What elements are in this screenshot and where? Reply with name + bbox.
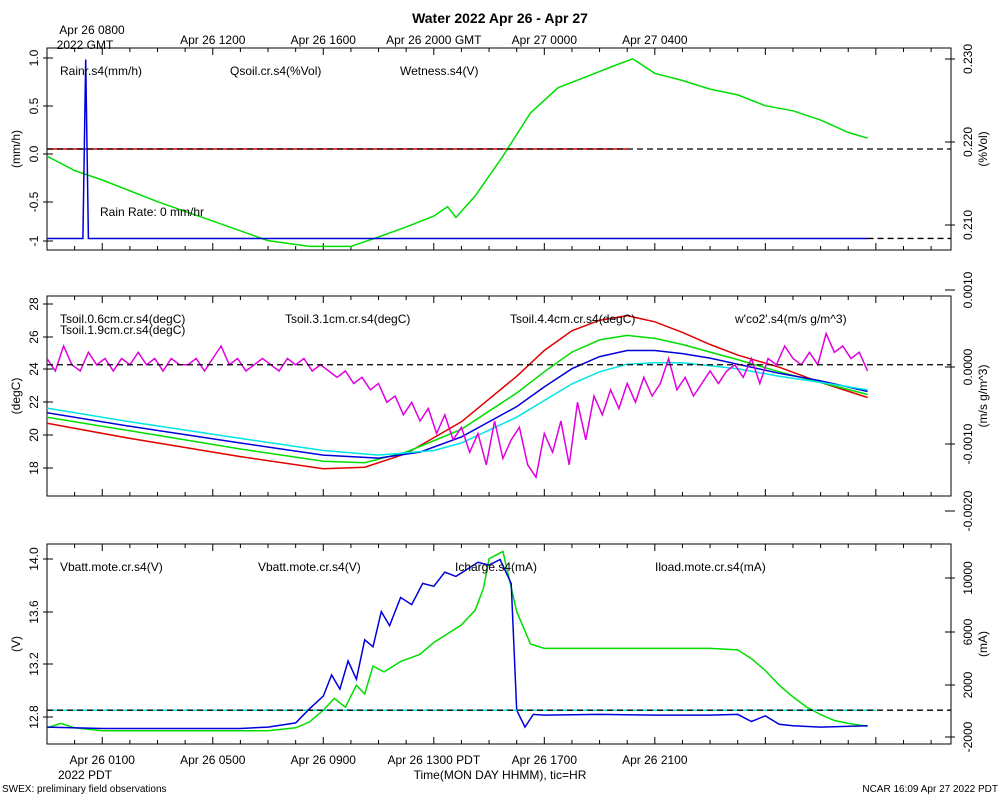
y-tick-label-right: 6000 — [961, 618, 975, 645]
y-axis-label-right: (%Vol) — [976, 131, 990, 166]
chart-title: Water 2022 Apr 26 - Apr 27 — [412, 10, 588, 26]
legend-entry: w'co2'.s4(m/s g/m^3) — [734, 312, 847, 326]
legend-entry: Vbatt.mote.cr.s4(V) — [258, 560, 361, 574]
legend-entry: Rainr.s4(mm/h) — [60, 64, 142, 78]
top-time-sub: 2022 GMT — [57, 38, 114, 52]
y-tick-label: 14.0 — [27, 547, 41, 571]
legend-entry: Icharge.s4(mA) — [455, 560, 537, 574]
y-tick-label: -0.5 — [27, 191, 41, 212]
y-tick-label-right: 0.0000 — [961, 348, 975, 385]
y-tick-label-right: 2000 — [961, 671, 975, 698]
y-axis-label: (mm/h) — [9, 130, 23, 168]
panel-1: 1.0 0.5 0.0 -0.5 -1 0.230 0.220 0.210 (mm/h) (%Vo… — [9, 44, 990, 251]
y-tick-label-right: 10000 — [961, 561, 975, 595]
top-time-label: Apr 26 1600 — [291, 33, 357, 47]
y-tick-label-right: 0.0010 — [961, 271, 975, 308]
plot-frame — [46, 295, 952, 497]
plot-frame — [46, 543, 952, 745]
footer-right: NCAR 16:09 Apr 27 2022 PDT — [862, 784, 998, 795]
bottom-time-label: Apr 26 0100 — [70, 753, 136, 767]
y-tick-label: 0.0 — [27, 145, 41, 162]
panel-3: 14.0 13.6 13.2 12.8 10000 6000 2000 -2000 (V) (mA… — [9, 543, 990, 752]
y-tick-label: 0.5 — [27, 97, 41, 114]
series-line-blue — [47, 59, 868, 240]
y-axis-label-right: (m/s g/m^3) — [976, 365, 990, 428]
y-tick-label: 26 — [27, 330, 41, 344]
legend-entry: Tsoil.0.6cm.cr.s4(degC) — [60, 312, 185, 326]
y-tick-label: 22 — [27, 395, 41, 409]
bottom-time-label: Apr 26 1300 PDT — [387, 753, 480, 767]
rain-rate-annotation: Rain Rate: 0 mm/hr — [100, 205, 204, 219]
top-time-label: Apr 26 0800 — [59, 23, 125, 37]
y-axis-label: (degC) — [9, 378, 23, 415]
y-tick-label: 12.8 — [27, 705, 41, 729]
series-line-blue — [47, 349, 868, 459]
bottom-time-label: Apr 26 0900 — [291, 753, 357, 767]
y-axis-label: (V) — [9, 636, 23, 652]
legend-entry: Tsoil.4.4cm.cr.s4(degC) — [510, 312, 635, 326]
y-tick-label-right: -0.0020 — [961, 490, 975, 531]
legend-entry: Qsoil.cr.s4(%Vol) — [230, 64, 321, 78]
y-tick-label: 20 — [27, 428, 41, 442]
legend-entry: Wetness.s4(V) — [400, 64, 478, 78]
y-tick-label: 24 — [27, 362, 41, 376]
bottom-time-sub: 2022 PDT — [58, 768, 113, 782]
y-tick-label: -1 — [27, 235, 41, 246]
series-group — [47, 550, 876, 732]
series-line-green — [47, 334, 868, 464]
series-line-cyan — [47, 361, 868, 456]
series-group — [47, 314, 869, 480]
bottom-time-label: Apr 26 0500 — [180, 753, 246, 767]
bottom-time-label: Apr 26 1700 — [512, 753, 578, 767]
bottom-time-label: Apr 26 2100 — [622, 753, 688, 767]
y-tick-label-right: 0.220 — [961, 127, 975, 157]
series-line-magenta — [47, 331, 869, 480]
y-tick-label-right: -0.0010 — [961, 423, 975, 464]
series-line-blue — [47, 558, 868, 730]
y-tick-label-right: 0.230 — [961, 44, 975, 74]
top-time-label: Apr 27 0000 — [512, 33, 578, 47]
top-time-label: Apr 27 0400 — [622, 33, 688, 47]
series-line-green — [47, 57, 868, 248]
y-tick-label-right: 0.210 — [961, 210, 975, 240]
series-line-red — [47, 314, 868, 470]
y-tick-label: 13.6 — [27, 600, 41, 624]
y-tick-label: 28 — [27, 297, 41, 311]
panel-2: 28 26 24 22 20 18 0.0010 0.0000 -0.0010 -0.0020 (d… — [9, 271, 990, 531]
y-axis-label-right: (mA) — [976, 631, 990, 657]
footer-left: SWEX: preliminary field observations — [2, 784, 167, 795]
y-tick-label-right: -2000 — [961, 721, 975, 752]
legend-entry: Vbatt.mote.cr.s4(V) — [60, 560, 163, 574]
top-time-label: Apr 26 2000 GMT — [386, 33, 482, 47]
legend-entry: Tsoil.1.9cm.cr.s4(degC) — [60, 323, 185, 337]
y-tick-label: 13.2 — [27, 652, 41, 676]
x-axis-label: Time(MON DAY HHMM), tic=HR — [414, 768, 587, 782]
legend-entry: Tsoil.3.1cm.cr.s4(degC) — [285, 312, 410, 326]
y-tick-label: 18 — [27, 461, 41, 475]
legend-entry: Iload.mote.cr.s4(mA) — [655, 560, 766, 574]
series-line-green — [47, 550, 868, 732]
y-tick-label: 1.0 — [27, 49, 41, 66]
top-time-label: Apr 26 1200 — [180, 33, 246, 47]
